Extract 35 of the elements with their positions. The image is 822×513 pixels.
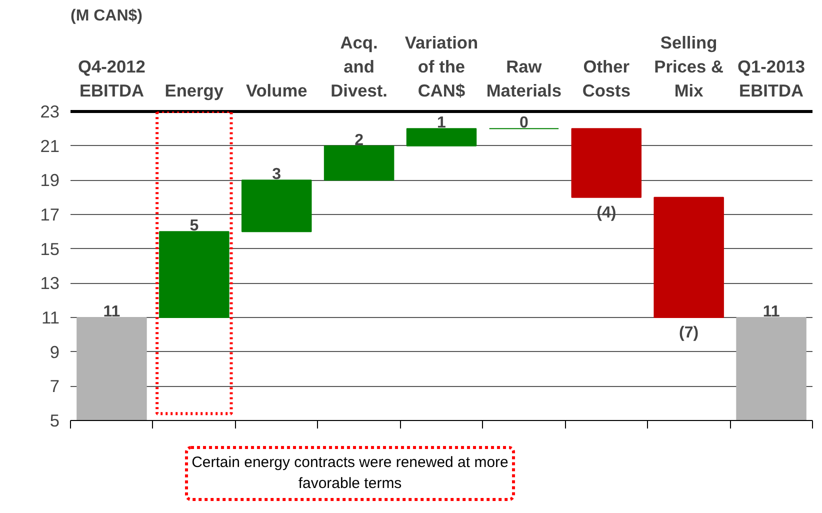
x-tick-label: Volume	[246, 80, 308, 100]
bar	[159, 231, 230, 318]
data-label: 1	[437, 114, 446, 132]
y-tick-label: 15	[40, 238, 60, 259]
data-label: 2	[354, 132, 364, 149]
data-label: (7)	[679, 324, 699, 342]
bar	[406, 128, 477, 146]
bar	[654, 196, 724, 318]
y-tick-label: 5	[50, 410, 60, 430]
x-tick-label: Q1-2013 EBITDA	[738, 56, 806, 100]
y-axis-title: (M CAN$)	[70, 8, 142, 24]
data-label: 0	[519, 114, 528, 132]
text: Certain energy contracts were renewed at more favorable terms	[191, 453, 509, 494]
x-tick-label: Selling Prices & Mix	[654, 32, 724, 100]
y-tick-label: 13	[40, 273, 60, 294]
bar	[241, 180, 312, 232]
x-tick-label: Variation of the CAN$	[404, 32, 478, 100]
y-tick-label: 9	[50, 342, 60, 362]
x-tick-label: Energy	[164, 80, 224, 100]
y-tick-label: 21	[40, 136, 60, 156]
data-label: 3	[272, 166, 282, 184]
y-tick-label: 19	[40, 170, 60, 190]
y-tick-label: 17	[40, 204, 60, 224]
x-tick-label: Raw Materials	[486, 56, 562, 100]
data-label: 11	[762, 304, 780, 320]
y-tick-label: 7	[50, 376, 60, 396]
x-tick-label: Acq. and Divest.	[330, 32, 388, 100]
x-tick-label: Q4-2012 EBITDA	[78, 56, 146, 100]
bar	[571, 128, 642, 198]
y-tick-label: 11	[42, 308, 60, 328]
y-tick-label: 23	[40, 102, 60, 122]
bar	[324, 145, 394, 181]
data-label: 11	[103, 304, 120, 320]
x-tick-label: Other Costs	[582, 56, 630, 100]
data-label: 5	[190, 218, 199, 235]
